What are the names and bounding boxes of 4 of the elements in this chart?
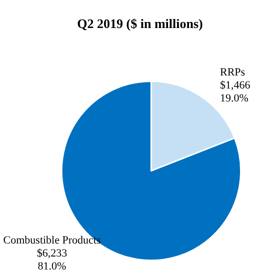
data-label: $1,466 19.0%	[220, 80, 251, 104]
chart-title: Q2 2019 ($ in millions)	[77, 16, 203, 31]
data-label: $6,233 81.0%	[36, 248, 68, 272]
slice-label: RRPs	[220, 66, 246, 78]
